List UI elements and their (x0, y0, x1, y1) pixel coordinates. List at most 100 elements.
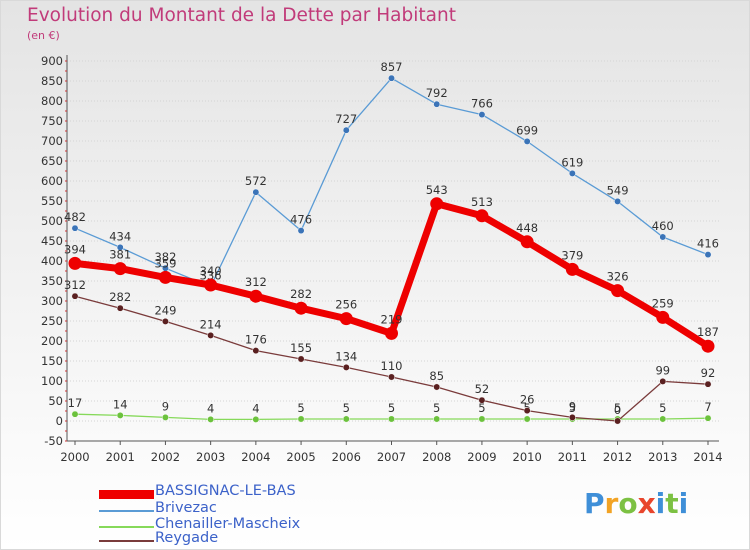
data-label-brivezac: 699 (516, 123, 538, 137)
data-point-bassignac-le-bas (204, 278, 218, 292)
data-point-chenailler-mascheix (207, 415, 215, 423)
chart-subtitle: (en €) (27, 29, 60, 42)
data-point-bassignac-le-bas (565, 262, 579, 276)
data-label-bassignac-le-bas: 543 (426, 183, 448, 197)
data-point-brivezac (342, 126, 350, 134)
data-point-chenailler-mascheix (116, 411, 124, 419)
legend-swatch-chenailler (99, 526, 154, 528)
x-tick-label: 2004 (241, 450, 270, 464)
y-tick-label: 450 (41, 234, 63, 248)
y-tick-label: 850 (41, 74, 63, 88)
data-label-brivezac: 619 (561, 155, 583, 169)
data-label-reygade: 249 (154, 303, 176, 317)
data-point-reygade (614, 417, 622, 425)
data-point-brivezac (433, 100, 441, 108)
data-label-reygade: 110 (381, 359, 403, 373)
data-label-brivezac: 766 (471, 97, 493, 111)
data-label-reygade: 9 (569, 399, 576, 413)
y-tick-label: 800 (41, 94, 63, 108)
data-label-brivezac: 857 (381, 60, 403, 74)
data-point-brivezac (388, 74, 395, 82)
data-label-bassignac-le-bas: 448 (516, 221, 538, 235)
logo-letter: x (637, 487, 656, 520)
legend-label-chenailler: Chenailler-Mascheix (155, 516, 301, 532)
logo-letter: o (618, 487, 638, 520)
y-tick-label: 100 (41, 374, 63, 388)
data-point-reygade (568, 413, 576, 421)
data-point-chenailler-mascheix (523, 415, 531, 423)
y-tick-label: 750 (41, 114, 63, 128)
logo-letter: P (584, 487, 605, 520)
data-point-brivezac (116, 243, 124, 251)
data-point-bassignac-le-bas (385, 326, 398, 340)
data-point-bassignac-le-bas (520, 235, 534, 249)
x-tick-label: 2000 (60, 450, 89, 464)
data-label-brivezac: 727 (335, 112, 357, 126)
data-point-brivezac (523, 137, 531, 145)
x-tick-label: 2003 (196, 450, 225, 464)
data-point-reygade (252, 347, 260, 355)
data-label-bassignac-le-bas: 326 (607, 270, 629, 284)
data-point-chenailler-mascheix (297, 415, 305, 423)
data-point-reygade (161, 317, 169, 325)
data-label-bassignac-le-bas: 340 (200, 264, 222, 278)
data-label-bassignac-le-bas: 187 (697, 325, 719, 339)
data-point-bassignac-le-bas (611, 284, 625, 298)
data-point-reygade (116, 304, 124, 312)
data-label-chenailler-mascheix: 5 (614, 401, 621, 415)
x-tick-label: 2010 (513, 450, 542, 464)
y-tick-label: 500 (41, 214, 63, 228)
data-point-bassignac-le-bas (158, 270, 172, 284)
data-point-chenailler-mascheix (388, 415, 395, 423)
data-label-reygade: 155 (290, 341, 312, 355)
data-point-bassignac-le-bas (430, 197, 444, 211)
data-point-reygade (207, 331, 215, 339)
data-label-chenailler-mascheix: 7 (704, 400, 711, 414)
data-label-brivezac: 416 (697, 237, 719, 251)
x-tick-label: 2013 (648, 450, 677, 464)
data-point-bassignac-le-bas (249, 289, 263, 303)
data-label-reygade: 0 (614, 403, 621, 417)
data-point-chenailler-mascheix (342, 415, 350, 423)
y-tick-label: 0 (56, 414, 63, 428)
data-point-chenailler-mascheix (71, 410, 79, 418)
data-label-chenailler-mascheix: 5 (659, 401, 666, 415)
data-label-reygade: 282 (109, 290, 131, 304)
logo-letter: t (665, 487, 679, 520)
data-point-brivezac (568, 169, 576, 177)
data-point-bassignac-le-bas (68, 256, 82, 270)
data-point-reygade (342, 363, 350, 371)
data-label-bassignac-le-bas: 513 (471, 195, 493, 209)
data-label-bassignac-le-bas: 219 (381, 312, 403, 326)
data-point-chenailler-mascheix (252, 415, 260, 423)
x-tick-label: 2014 (693, 450, 722, 464)
y-tick-label: 900 (41, 54, 63, 68)
y-tick-label: 650 (41, 154, 63, 168)
data-point-bassignac-le-bas (294, 301, 308, 315)
data-label-chenailler-mascheix: 14 (113, 397, 128, 411)
data-label-bassignac-le-bas: 282 (290, 287, 312, 301)
y-tick-label: 400 (41, 254, 63, 268)
y-tick-label: -50 (44, 434, 63, 448)
data-point-reygade (71, 292, 79, 300)
data-label-chenailler-mascheix: 5 (569, 401, 576, 415)
y-tick-label: 300 (41, 294, 63, 308)
data-label-chenailler-mascheix: 5 (433, 401, 440, 415)
data-label-brivezac: 549 (607, 183, 629, 197)
data-label-chenailler-mascheix: 5 (343, 401, 350, 415)
x-tick-label: 2006 (332, 450, 361, 464)
y-tick-label: 350 (41, 274, 63, 288)
y-tick-label: 250 (41, 314, 63, 328)
x-tick-label: 2005 (286, 450, 315, 464)
legend-swatch-brivezac (99, 510, 154, 512)
legend-label-bassignac: BASSIGNAC-LE-BAS (155, 483, 296, 499)
data-label-chenailler-mascheix: 9 (162, 399, 169, 413)
data-point-brivezac (478, 111, 486, 119)
data-label-bassignac-le-bas: 394 (64, 242, 86, 256)
logo-letter: i (678, 487, 689, 520)
data-label-bassignac-le-bas: 379 (561, 248, 583, 262)
data-label-chenailler-mascheix: 4 (252, 401, 259, 415)
data-label-chenailler-mascheix: 4 (207, 401, 214, 415)
